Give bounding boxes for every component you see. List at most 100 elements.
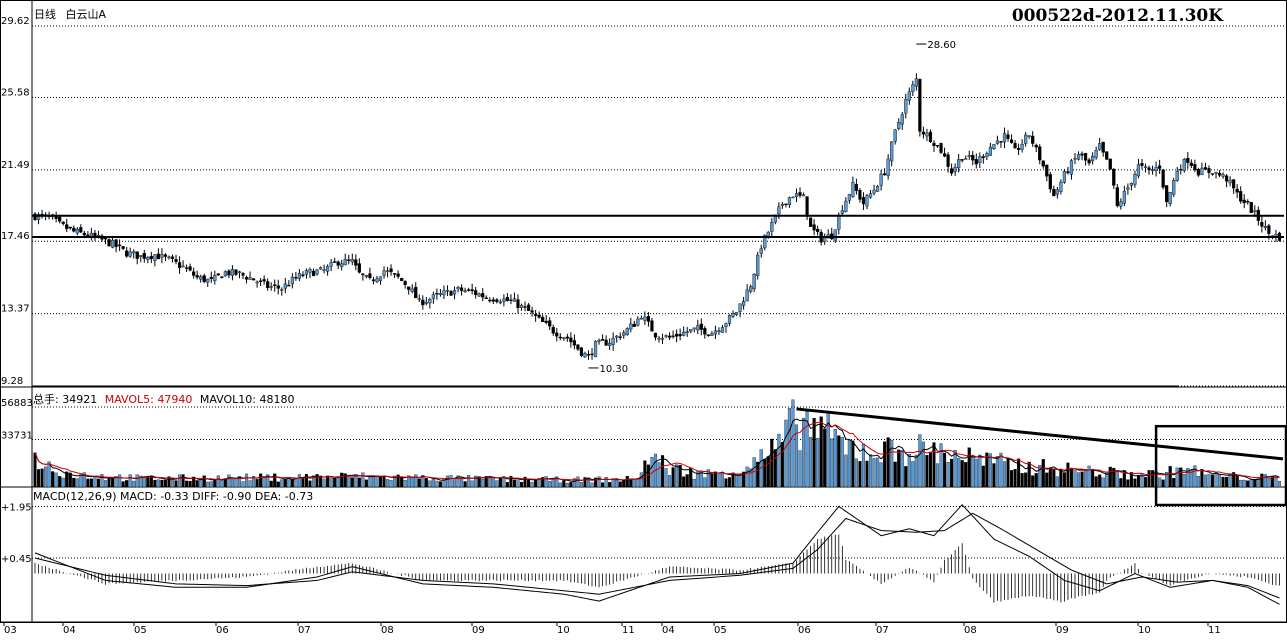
candle-body bbox=[318, 267, 323, 270]
candle-body bbox=[854, 184, 859, 191]
volume-bar bbox=[51, 471, 55, 488]
volume-bar bbox=[467, 474, 471, 488]
volume-bar bbox=[1232, 472, 1236, 488]
volume-bar bbox=[907, 453, 911, 488]
volume-bar bbox=[928, 452, 933, 488]
candle-body bbox=[710, 333, 714, 336]
volume-bar bbox=[1207, 473, 1211, 488]
volume-bar bbox=[495, 480, 499, 488]
mavol5-label: MAVOL5: 47940 bbox=[104, 393, 193, 406]
volume-bar bbox=[213, 479, 217, 488]
volume-bar bbox=[1034, 473, 1038, 488]
candle-body bbox=[118, 244, 122, 247]
candle-body bbox=[615, 335, 619, 338]
candle-body bbox=[174, 259, 178, 262]
volume-bar bbox=[1196, 476, 1200, 488]
volume-bar bbox=[1260, 473, 1264, 488]
code-label: 000522d-2012.11.30K bbox=[1011, 6, 1223, 26]
candle-body bbox=[114, 239, 118, 247]
volume-bar bbox=[629, 478, 633, 488]
volume-bar bbox=[1179, 467, 1183, 488]
volume-bar bbox=[192, 476, 196, 488]
volume-bar bbox=[812, 418, 816, 488]
candle-body bbox=[717, 330, 721, 333]
volume-bar bbox=[999, 452, 1003, 488]
candle-body bbox=[294, 277, 298, 279]
volume-bar bbox=[939, 443, 943, 488]
volume-bar bbox=[1235, 475, 1239, 488]
volume-bar bbox=[1098, 474, 1102, 488]
volume-bar bbox=[555, 476, 559, 488]
candle-body bbox=[576, 344, 580, 350]
volume-bar bbox=[678, 464, 682, 488]
candle-body bbox=[1210, 173, 1215, 175]
volume-bar bbox=[488, 475, 492, 488]
volume-bar bbox=[153, 479, 157, 488]
volume-bar bbox=[185, 480, 189, 488]
volume-bar bbox=[206, 481, 210, 488]
volume-bar bbox=[400, 476, 404, 488]
volume-bar bbox=[382, 475, 386, 488]
candle-body bbox=[734, 311, 739, 315]
x-tick-label: 11 bbox=[1208, 625, 1221, 636]
volume-bar bbox=[403, 480, 407, 488]
candle-body bbox=[75, 229, 79, 234]
volume-bar bbox=[435, 480, 439, 488]
candle-body bbox=[1207, 168, 1211, 173]
volume-bar bbox=[1165, 472, 1169, 488]
volume-bar bbox=[851, 440, 855, 488]
volume-bar bbox=[664, 468, 668, 488]
candle-body bbox=[1165, 185, 1169, 203]
volume-bar bbox=[1020, 473, 1024, 488]
volume-bar bbox=[904, 466, 908, 488]
candle-body bbox=[597, 340, 601, 342]
candle-body bbox=[488, 299, 492, 302]
candle-body bbox=[1249, 202, 1253, 214]
candle-body bbox=[861, 197, 866, 205]
candle-body bbox=[572, 340, 576, 346]
candle-body bbox=[474, 290, 478, 295]
x-tick-label: 06 bbox=[216, 625, 229, 636]
volume-bar bbox=[576, 476, 580, 488]
candle-body bbox=[1214, 171, 1218, 174]
candle-body bbox=[534, 314, 538, 316]
candle-body bbox=[745, 289, 749, 302]
volume-bar bbox=[943, 452, 947, 488]
candle-body bbox=[1196, 169, 1200, 176]
candle-body bbox=[794, 193, 799, 197]
stock-name: 白云山A bbox=[65, 8, 107, 21]
volume-bar bbox=[1101, 477, 1105, 488]
candle-body bbox=[604, 339, 608, 346]
candle-body bbox=[1112, 168, 1116, 186]
volume-bar bbox=[463, 481, 467, 488]
volume-bar bbox=[1017, 458, 1021, 488]
candle-body bbox=[1122, 191, 1126, 204]
candle-body bbox=[206, 278, 210, 283]
volume-bar bbox=[530, 482, 534, 488]
volume-bar bbox=[572, 478, 576, 488]
volume-bar bbox=[703, 477, 707, 488]
volume-bar bbox=[780, 442, 784, 488]
candle-body bbox=[756, 254, 760, 276]
volume-bar bbox=[1055, 476, 1059, 488]
volume-bar bbox=[876, 457, 880, 488]
high-annotation: 28.60 bbox=[927, 40, 956, 51]
candle-body bbox=[72, 227, 76, 232]
x-tick-label: 09 bbox=[472, 625, 485, 636]
candle-body bbox=[1150, 169, 1155, 172]
volume-bar bbox=[770, 438, 774, 488]
candle-body bbox=[1045, 164, 1049, 177]
candle-body bbox=[1143, 166, 1148, 168]
volume-bar bbox=[114, 476, 118, 488]
volume-bar bbox=[393, 475, 397, 488]
volume-bar bbox=[794, 424, 799, 488]
candle-body bbox=[431, 294, 435, 299]
candle-body bbox=[459, 287, 464, 292]
candle-body bbox=[491, 299, 495, 302]
volume-bar bbox=[220, 480, 224, 488]
volume-bar bbox=[1168, 466, 1172, 488]
candle-body bbox=[177, 262, 182, 268]
candle-body bbox=[58, 216, 62, 222]
candle-body bbox=[784, 203, 788, 206]
volume-bar bbox=[410, 477, 414, 488]
